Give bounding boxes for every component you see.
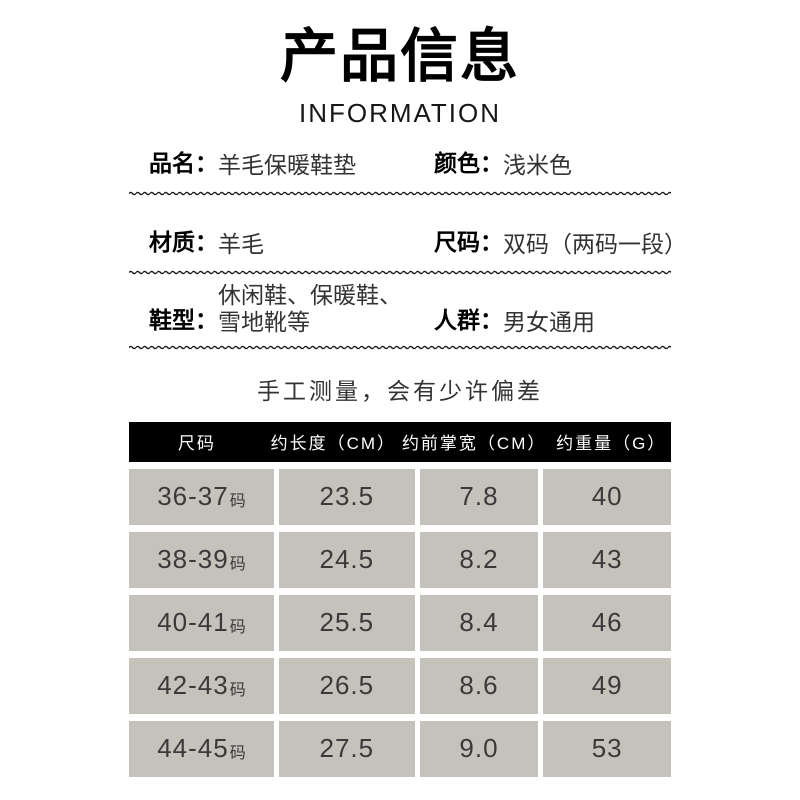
attr-size: 尺码： 双码（两码一段） [434, 223, 687, 257]
cell-length: 25.5 [278, 594, 415, 651]
attr-label-product-name: 品名： [149, 149, 218, 176]
cell-palm-width: 9.0 [419, 720, 539, 777]
cell-weight: 46 [543, 594, 671, 651]
size-suffix: 码 [229, 618, 246, 636]
attr-value-audience: 男女通用 [503, 308, 595, 335]
cell-weight: 43 [543, 531, 671, 588]
cell-size: 44-45 码 [129, 720, 274, 777]
attr-product-name: 品名： 羊毛保暖鞋垫 [149, 144, 434, 178]
size-table-header: 尺码 约长度（CM） 约前掌宽（CM） 约重量（G） [129, 421, 671, 462]
attr-value-material: 羊毛 [218, 230, 264, 257]
wavy-divider [129, 269, 671, 275]
table-row: 38-39 码 24.5 8.2 43 [129, 531, 671, 588]
cell-size: 40-41 码 [129, 594, 274, 651]
col-header-palm-width: 约前掌宽（CM） [401, 434, 547, 454]
size-suffix: 码 [229, 744, 246, 762]
cell-palm-width: 8.4 [419, 594, 539, 651]
wavy-divider [129, 344, 671, 350]
col-header-weight: 约重量（G） [556, 434, 667, 454]
col-header-size: 尺码 [177, 434, 216, 454]
attribute-row-2: 材质： 羊毛 尺码： 双码（两码一段） [129, 196, 687, 270]
table-row: 44-45 码 27.5 9.0 53 [129, 720, 671, 777]
attr-value-shoe-type: 休闲鞋、保暖鞋、 雪地靴等 [218, 282, 402, 334]
cell-length: 23.5 [278, 468, 415, 525]
cell-length: 26.5 [278, 657, 415, 714]
page-subtitle: INFORMATION [298, 97, 502, 128]
measurement-note: 手工测量，会有少许偏差 [257, 377, 543, 404]
size-suffix: 码 [229, 555, 246, 573]
cell-size: 38-39 码 [129, 531, 274, 588]
attr-label-shoe-type: 鞋型： [149, 306, 218, 333]
page-title: 产品信息 [279, 24, 520, 89]
attr-value-color: 浅米色 [503, 151, 572, 178]
table-row: 40-41 码 25.5 8.4 46 [129, 594, 671, 651]
attr-label-size: 尺码： [434, 228, 503, 255]
attribute-row-3: 鞋型： 休闲鞋、保暖鞋、 雪地靴等 人群： 男女通用 [129, 275, 671, 345]
cell-weight: 40 [543, 468, 671, 525]
attr-value-shoe-type-line1: 休闲鞋、保暖鞋、 [218, 282, 402, 309]
cell-weight: 49 [543, 657, 671, 714]
table-row: 42-43 码 26.5 8.6 49 [129, 657, 671, 714]
table-row: 36-37 码 23.5 7.8 40 [129, 468, 671, 525]
size-value: 44-45 [157, 733, 229, 764]
size-value: 42-43 [157, 670, 229, 701]
cell-size: 36-37 码 [129, 468, 274, 525]
attr-value-product-name: 羊毛保暖鞋垫 [218, 151, 356, 178]
size-suffix: 码 [229, 681, 246, 699]
size-suffix: 码 [229, 492, 246, 510]
product-attributes: 品名： 羊毛保暖鞋垫 颜色： 浅米色 材质： 羊毛 尺码： 双 [129, 141, 687, 350]
cell-palm-width: 8.2 [419, 531, 539, 588]
attr-value-size: 双码（两码一段） [503, 230, 687, 257]
attr-shoe-type: 鞋型： 休闲鞋、保暖鞋、 雪地靴等 [149, 282, 434, 334]
size-table: 尺码 约长度（CM） 约前掌宽（CM） 约重量（G） 36-37 码 23.5 7… [129, 421, 671, 777]
attr-value-shoe-type-line2: 雪地靴等 [218, 308, 310, 335]
cell-weight: 53 [543, 720, 671, 777]
attr-material: 材质： 羊毛 [149, 223, 434, 257]
size-value: 40-41 [157, 607, 229, 638]
col-header-length: 约长度（CM） [270, 434, 397, 454]
attr-color: 颜色： 浅米色 [434, 144, 671, 178]
cell-length: 24.5 [278, 531, 415, 588]
attr-audience: 人群： 男女通用 [434, 301, 671, 335]
size-value: 36-37 [157, 481, 229, 512]
size-value: 38-39 [157, 544, 229, 575]
cell-length: 27.5 [278, 720, 415, 777]
attribute-row-1: 品名： 羊毛保暖鞋垫 颜色： 浅米色 [129, 141, 671, 191]
attr-label-material: 材质： [149, 228, 218, 255]
cell-palm-width: 7.8 [419, 468, 539, 525]
wavy-divider [129, 190, 671, 196]
cell-palm-width: 8.6 [419, 657, 539, 714]
attr-label-audience: 人群： [434, 306, 503, 333]
attr-label-color: 颜色： [434, 149, 503, 176]
cell-size: 42-43 码 [129, 657, 274, 714]
